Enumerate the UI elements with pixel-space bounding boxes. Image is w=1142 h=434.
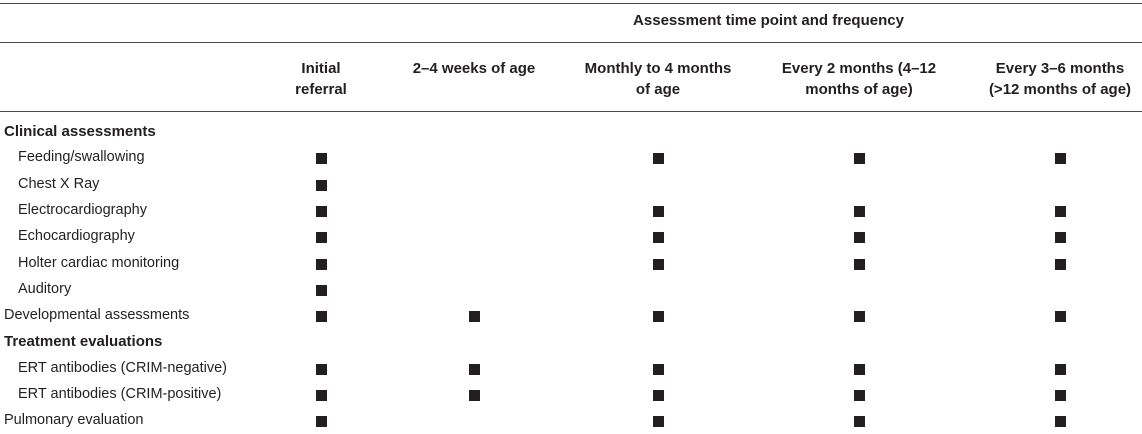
filled-square-marker: [315, 390, 327, 401]
filled-square-marker: [853, 363, 865, 375]
filled-square-marker: [652, 416, 664, 428]
column-header: Every 2 months (4–12 months of age): [781, 60, 937, 98]
section-label: Treatment evaluations: [4, 333, 163, 351]
filled-square-marker: [853, 153, 865, 165]
row-label: Electrocardiography: [18, 201, 147, 218]
filled-square-marker: [468, 390, 480, 401]
filled-square-marker: [1054, 390, 1066, 401]
filled-square-marker: [652, 205, 664, 217]
filled-square-marker: [853, 258, 865, 270]
section-row: Clinical assessments: [0, 119, 1142, 145]
row-label: ERT antibodies (CRIM-positive): [18, 386, 222, 402]
header-bottom-rule: [0, 111, 1142, 112]
row-label: Auditory: [18, 280, 72, 297]
table-row: Auditory: [0, 277, 1142, 303]
table-row: Developmental assessments: [0, 303, 1142, 329]
filled-square-marker: [1054, 311, 1066, 323]
table-row: Holter cardiac monitoring: [0, 251, 1142, 277]
super-header-rule: [0, 42, 1142, 43]
table-row: Chest X Ray: [0, 172, 1142, 198]
filled-square-marker: [652, 232, 664, 244]
column-header: Initial referral: [295, 60, 347, 98]
filled-square-marker: [652, 258, 664, 270]
section-row: Treatment evaluations: [0, 329, 1142, 355]
filled-square-marker: [1054, 153, 1066, 165]
row-label: Chest X Ray: [18, 175, 100, 192]
filled-square-marker: [315, 153, 327, 165]
filled-square-marker: [652, 363, 664, 375]
section-label: Clinical assessments: [4, 123, 156, 140]
filled-square-marker: [652, 390, 664, 401]
filled-square-marker: [853, 205, 865, 217]
filled-square-marker: [853, 416, 865, 428]
filled-square-marker: [652, 311, 664, 323]
row-label: Holter cardiac monitoring: [18, 254, 180, 271]
row-label: Developmental assessments: [4, 307, 190, 324]
filled-square-marker: [853, 390, 865, 401]
table-top-rule: [0, 3, 1142, 4]
filled-square-marker: [315, 284, 327, 296]
filled-square-marker: [315, 179, 327, 191]
row-label: Echocardiography: [18, 228, 135, 245]
filled-square-marker: [315, 258, 327, 270]
column-header: 2–4 weeks of age: [412, 60, 536, 77]
filled-square-marker: [1054, 205, 1066, 217]
row-label: Feeding/swallowing: [18, 149, 145, 166]
table-row: Feeding/swallowing: [0, 145, 1142, 171]
filled-square-marker: [1054, 258, 1066, 270]
filled-square-marker: [853, 232, 865, 244]
filled-square-marker: [652, 153, 664, 165]
filled-square-marker: [468, 363, 480, 375]
filled-square-marker: [853, 311, 865, 323]
table-row: ERT antibodies (CRIM-positive): [0, 382, 1142, 408]
row-label: Pulmonary evaluation: [4, 412, 144, 429]
table-row: Electrocardiography: [0, 198, 1142, 224]
column-header: Monthly to 4 months of age: [584, 60, 732, 98]
filled-square-marker: [1054, 363, 1066, 375]
filled-square-marker: [315, 311, 327, 323]
column-header: Every 3–6 months (>12 months of age): [988, 60, 1132, 98]
filled-square-marker: [315, 232, 327, 244]
filled-square-marker: [315, 416, 327, 428]
table-row: Echocardiography: [0, 224, 1142, 250]
row-label: ERT antibodies (CRIM-negative): [18, 359, 227, 376]
filled-square-marker: [315, 363, 327, 375]
filled-square-marker: [468, 311, 480, 323]
filled-square-marker: [1054, 232, 1066, 244]
table-row: Pulmonary evaluation: [0, 408, 1142, 434]
table-row: ERT antibodies (CRIM-negative): [0, 356, 1142, 382]
filled-square-marker: [1054, 416, 1066, 428]
filled-square-marker: [315, 205, 327, 217]
super-header: Assessment time point and frequency: [633, 12, 904, 29]
